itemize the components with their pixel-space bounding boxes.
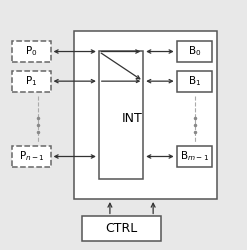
Bar <box>12 71 51 92</box>
Bar <box>177 71 212 92</box>
Text: P$_1$: P$_1$ <box>25 74 38 88</box>
Text: P$_0$: P$_0$ <box>25 44 38 59</box>
Bar <box>99 51 143 179</box>
Text: INT: INT <box>122 112 143 125</box>
Bar <box>74 31 217 199</box>
Text: B$_1$: B$_1$ <box>188 74 201 88</box>
Bar <box>82 216 161 241</box>
Text: P$_{n-1}$: P$_{n-1}$ <box>19 150 44 164</box>
Text: B$_0$: B$_0$ <box>188 44 201 59</box>
Text: B$_{m-1}$: B$_{m-1}$ <box>180 150 209 164</box>
Bar <box>12 146 51 167</box>
Bar <box>177 41 212 62</box>
Bar <box>177 146 212 167</box>
Bar <box>12 41 51 62</box>
Text: CTRL: CTRL <box>105 222 137 235</box>
